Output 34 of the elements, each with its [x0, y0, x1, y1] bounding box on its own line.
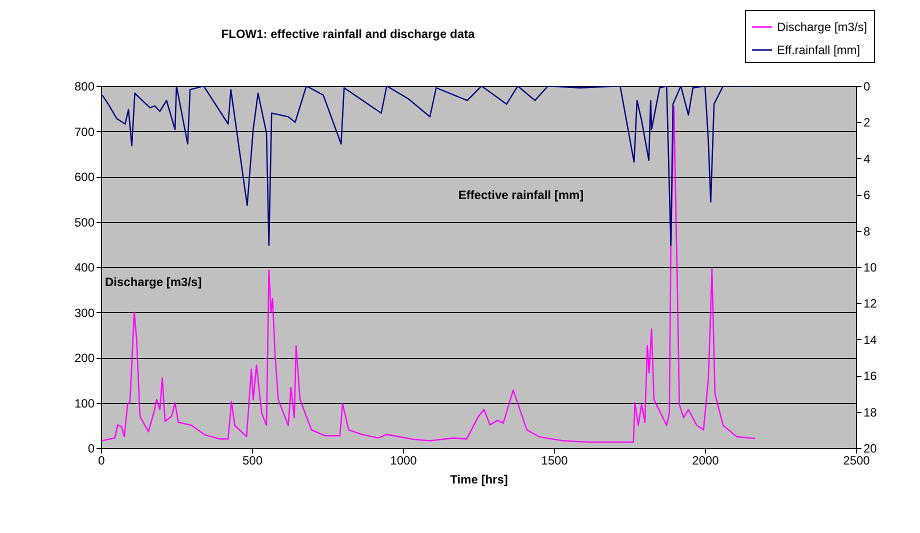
x-axis-title: Time [hrs]	[450, 472, 508, 486]
y2-tick-label: 0	[864, 80, 870, 94]
y-tick-label: 700	[74, 124, 95, 139]
y-tick-label: 200	[74, 351, 95, 365]
x-tick-label: 0	[98, 454, 106, 468]
y2-tick-label: 4	[864, 152, 870, 166]
annotation: Effective rainfall [mm]	[458, 188, 584, 202]
y2-tick-label: 6	[864, 188, 870, 202]
chart-title: FLOW1: effective rainfall and discharge data	[221, 27, 476, 41]
y2-tick-label: 8	[864, 224, 870, 238]
line-series	[102, 86, 756, 246]
y-tick-label: 300	[74, 306, 95, 320]
y2-tick-label: 10	[864, 260, 878, 274]
x-tick-label: 500	[242, 454, 263, 468]
y2-tick-label: 18	[864, 405, 878, 420]
y-tick-label: 400	[74, 260, 95, 274]
y-tick-label: 500	[74, 215, 95, 230]
line-series	[101, 106, 756, 443]
y2-tick-label: 20	[864, 442, 878, 456]
x-tick-label: 2500	[843, 454, 870, 468]
y2-tick-label: 12	[864, 296, 878, 311]
y-tick-label: 0	[88, 442, 95, 456]
y-tick-label: 800	[74, 80, 95, 94]
x-tick-label: 2000	[692, 454, 720, 468]
y-tick-label: 600	[74, 170, 95, 184]
y2-tick-label: 14	[864, 332, 878, 347]
x-tick-label: 1000	[390, 454, 418, 468]
annotation: Discharge [m3/s]	[105, 275, 202, 289]
y2-tick-label: 16	[864, 369, 878, 384]
x-tick-label: 1500	[541, 454, 568, 468]
y2-tick-label: 2	[864, 116, 870, 130]
legend-label: Eff.rainfall [mm]	[777, 43, 860, 57]
legend-label: Discharge [m3/s]	[777, 20, 868, 34]
y-tick-label: 100	[74, 396, 95, 410]
